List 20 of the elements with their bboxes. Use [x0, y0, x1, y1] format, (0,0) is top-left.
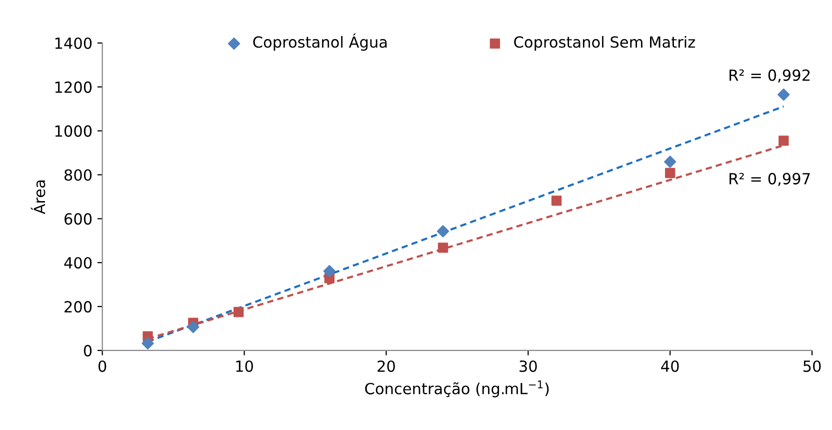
- x-tick-label: 20: [378, 360, 395, 372]
- y-tick-label: 1000: [55, 125, 92, 137]
- annotation: R² = 0,992: [730, 69, 810, 82]
- x-tick-label: 40: [661, 360, 679, 372]
- x-tick-label: 50: [803, 360, 821, 372]
- y-tick-label: 1200: [55, 81, 92, 93]
- y-tick-label: 800: [64, 169, 92, 181]
- annotation: R² = 0,997: [730, 172, 810, 186]
- x-tick-label: 0: [98, 360, 106, 372]
- y-tick-label: 1400: [55, 37, 92, 50]
- y-tick-label: 0: [84, 344, 92, 356]
- legend-label: Coprostanol Sem Matriz: [514, 36, 695, 51]
- legend-label: Coprostanol Água: [253, 33, 387, 51]
- y-tick-label: 200: [64, 300, 92, 313]
- y-tick-label: 400: [64, 257, 92, 269]
- x-tick-label: 10: [236, 360, 253, 372]
- x-tick-label: 30: [520, 360, 537, 372]
- y-tick-label: 600: [64, 213, 92, 225]
- x-axis-title: Concentração (ng.mL$^{−1}$): [365, 380, 549, 398]
- y-axis-title: Área: [30, 180, 46, 214]
